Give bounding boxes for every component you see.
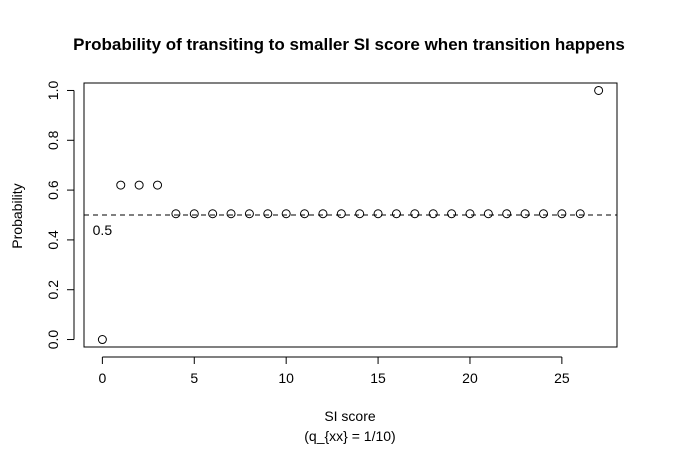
y-tick-label: 1.0: [45, 81, 61, 101]
y-axis: 0.0 0.2 0.4 0.6 0.8 1.0: [45, 81, 75, 350]
data-point: [483, 209, 493, 219]
data-point: [465, 209, 475, 219]
y-tick-label: 0.4: [45, 230, 61, 250]
y-tick-label: 0.2: [45, 280, 61, 300]
data-point: [391, 209, 401, 219]
data-point: [502, 209, 512, 219]
data-point: [134, 180, 144, 190]
x-axis-title: SI score: [324, 408, 376, 424]
data-point: [244, 209, 254, 219]
data-point: [447, 209, 457, 219]
data-point: [189, 209, 199, 219]
x-tick-label: 10: [278, 370, 294, 386]
data-point: [520, 209, 530, 219]
x-axis-subtitle: (q_{xx} = 1/10): [304, 428, 395, 444]
data-point: [428, 209, 438, 219]
x-axis: 0 5 10 15 20 25: [98, 356, 570, 386]
data-point: [171, 209, 181, 219]
data-point: [318, 209, 328, 219]
y-tick-label: 0.6: [45, 180, 61, 200]
data-point: [153, 180, 163, 190]
x-tick-label: 25: [554, 370, 570, 386]
data-point: [410, 209, 420, 219]
reference-line-label: 0.5: [93, 222, 113, 238]
x-tick-label: 15: [370, 370, 386, 386]
x-tick-label: 20: [462, 370, 478, 386]
data-point: [594, 85, 604, 95]
data-point: [355, 209, 365, 219]
y-tick-label: 0.0: [45, 330, 61, 350]
data-point: [208, 209, 218, 219]
data-point: [300, 209, 310, 219]
data-point: [336, 209, 346, 219]
data-point: [557, 209, 567, 219]
x-tick-label: 0: [98, 370, 106, 386]
data-point: [281, 209, 291, 219]
data-point: [575, 209, 585, 219]
data-point: [373, 209, 383, 219]
data-point: [538, 209, 548, 219]
x-tick-label: 5: [190, 370, 198, 386]
y-tick-label: 0.8: [45, 130, 61, 150]
y-axis-title: Probability: [9, 183, 25, 248]
data-point: [97, 335, 107, 345]
data-points: [97, 85, 604, 345]
chart-title: Probability of transiting to smaller SI …: [73, 35, 625, 54]
data-point: [116, 180, 126, 190]
data-point: [263, 209, 273, 219]
data-point: [226, 209, 236, 219]
